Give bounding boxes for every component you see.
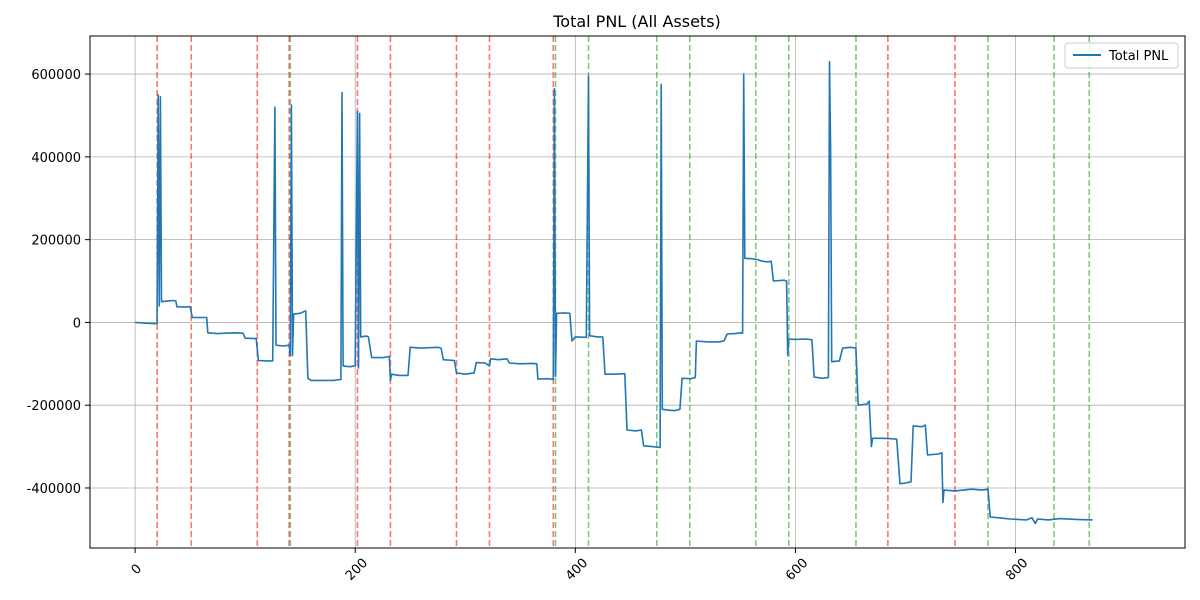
line-layer xyxy=(135,60,1093,525)
tick-layer: 0 200 400 600 800-400000-2000000200000400000… xyxy=(27,68,1032,584)
y-tick-label: 0 xyxy=(73,316,81,331)
marker-layer xyxy=(156,36,1091,548)
legend: Total PNL xyxy=(1064,42,1179,69)
y-tick-label: -200000 xyxy=(27,399,81,414)
y-tick-label: 400000 xyxy=(31,151,81,166)
y-tick-label: 600000 xyxy=(31,68,81,83)
series-line-total-pnl xyxy=(135,60,1093,525)
y-tick-label: -400000 xyxy=(27,482,81,497)
y-tick-label: 200000 xyxy=(31,234,81,249)
legend-box xyxy=(1064,42,1179,69)
legend-label: Total PNL xyxy=(1108,49,1169,64)
chart-title: Total PNL (All Assets) xyxy=(552,12,721,31)
grid-layer xyxy=(90,36,1185,548)
plot-frame xyxy=(89,35,1186,549)
